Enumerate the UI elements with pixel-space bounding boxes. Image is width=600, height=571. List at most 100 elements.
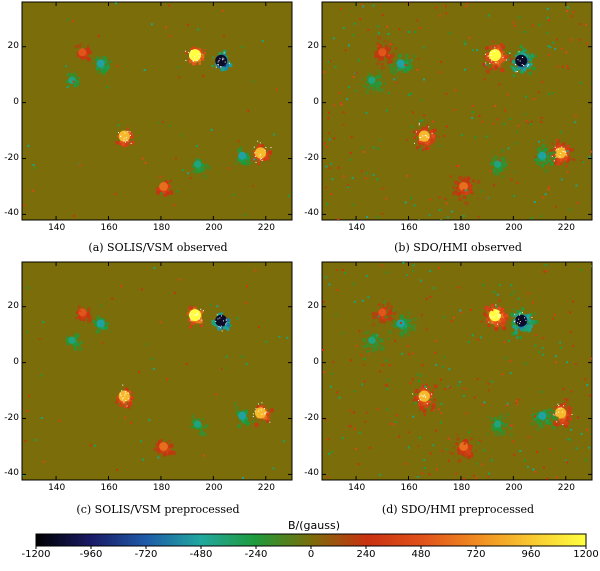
- field-pixel: [68, 84, 71, 87]
- field-pixel: [504, 162, 507, 165]
- field-pixel: [174, 291, 177, 294]
- field-pixel: [585, 23, 588, 26]
- field-pixel: [503, 51, 506, 53]
- field-pixel: [367, 89, 370, 92]
- field-pixel: [188, 305, 193, 310]
- field-pixel: [455, 186, 459, 190]
- field-pixel: [542, 337, 545, 340]
- field-pixel: [475, 477, 478, 480]
- colorbar-tick-label: 480: [411, 549, 431, 560]
- field-pixel: [496, 48, 500, 51]
- x-tick-label: 180: [152, 483, 171, 493]
- field-pixel: [253, 153, 256, 156]
- field-pixel: [115, 140, 119, 145]
- field-pixel: [386, 313, 390, 317]
- field-pixel: [535, 333, 538, 336]
- field-pixel: [512, 66, 516, 71]
- field-pixel: [530, 63, 533, 66]
- field-pixel: [364, 420, 367, 423]
- field-pixel: [188, 308, 192, 312]
- field-pixel: [202, 168, 205, 171]
- field-pixel: [409, 382, 412, 385]
- field-vector-dot: [220, 315, 222, 317]
- field-pixel: [490, 380, 493, 383]
- field-pixel: [536, 148, 540, 151]
- panel-d-field: [322, 262, 592, 480]
- field-vector-dot: [551, 156, 553, 158]
- field-pixel: [510, 178, 513, 181]
- field-vector-dot: [223, 58, 225, 60]
- field-pixel: [419, 119, 422, 122]
- field-pixel: [267, 158, 270, 161]
- field-vector-dot: [557, 148, 559, 150]
- field-pixel: [378, 316, 381, 319]
- field-pixel: [560, 406, 563, 409]
- field-pixel: [567, 155, 571, 159]
- field-pixel: [586, 42, 589, 45]
- field-pixel: [563, 156, 568, 161]
- field-pixel: [403, 328, 407, 332]
- field-pixel: [378, 54, 383, 58]
- field-vector-dot: [420, 136, 422, 138]
- field-pixel: [519, 450, 522, 453]
- field-pixel: [590, 357, 592, 360]
- field-pixel: [372, 146, 375, 149]
- field-pixel: [267, 412, 271, 416]
- field-pixel: [437, 408, 440, 411]
- field-pixel: [461, 452, 464, 456]
- field-pixel: [418, 402, 422, 405]
- field-pixel: [72, 341, 77, 346]
- field-vector-dot: [527, 64, 529, 66]
- field-pixel: [234, 402, 237, 405]
- field-pixel: [163, 193, 167, 197]
- field-pixel: [552, 156, 556, 160]
- field-pixel: [268, 151, 272, 155]
- field-pixel: [445, 12, 448, 15]
- y-tick-label: 0: [313, 356, 319, 367]
- field-pixel: [556, 161, 561, 166]
- field-pixel: [494, 172, 498, 176]
- field-pixel: [541, 166, 544, 169]
- field-pixel: [340, 103, 343, 106]
- field-pixel: [549, 409, 552, 412]
- field-pixel: [338, 92, 341, 95]
- field-pixel: [471, 179, 475, 183]
- field-pixel: [335, 289, 338, 292]
- field-pixel: [258, 326, 261, 329]
- field-pixel: [501, 430, 506, 435]
- field-pixel: [527, 466, 530, 469]
- field-pixel: [455, 442, 459, 446]
- field-pixel: [546, 419, 549, 422]
- field-pixel: [516, 181, 519, 184]
- field-pixel: [78, 315, 83, 320]
- field-pixel: [520, 53, 523, 56]
- field-pixel: [197, 28, 200, 31]
- field-pixel: [532, 301, 535, 304]
- field-pixel: [487, 311, 491, 314]
- field-pixel: [362, 338, 367, 342]
- field-pixel: [500, 168, 504, 172]
- field-pixel: [553, 412, 557, 416]
- field-pixel: [328, 138, 331, 141]
- field-pixel: [429, 135, 432, 138]
- field-pixel: [509, 54, 511, 57]
- field-vector-dot: [562, 411, 564, 413]
- field-pixel: [257, 162, 261, 166]
- field-pixel: [554, 205, 557, 208]
- field-pixel: [463, 68, 466, 71]
- field-pixel: [535, 415, 540, 419]
- field-pixel: [544, 193, 547, 196]
- field-pixel: [487, 416, 490, 419]
- field-pixel: [517, 297, 520, 300]
- field-pixel: [404, 58, 409, 62]
- field-pixel: [386, 408, 389, 411]
- field-pixel: [511, 331, 516, 336]
- field-pixel: [351, 34, 354, 37]
- field-pixel: [413, 317, 418, 322]
- field-pixel: [419, 26, 422, 29]
- field-pixel: [374, 316, 376, 319]
- field-pixel: [77, 44, 81, 48]
- field-pixel: [401, 328, 404, 331]
- field-vector-dot: [217, 64, 219, 66]
